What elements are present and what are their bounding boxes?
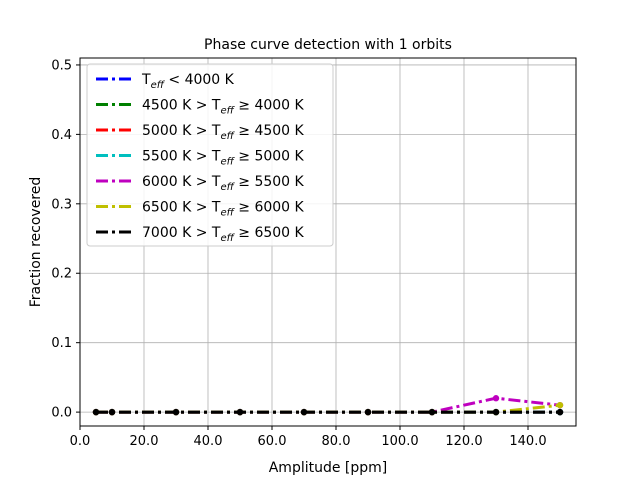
legend-box <box>86 63 334 247</box>
legend-item: 4500 K > Teff ≥ 4000 K <box>96 98 305 117</box>
chart-title: Phase curve detection with 1 orbits <box>204 37 452 53</box>
x-tick-label: 60.0 <box>258 434 287 449</box>
y-tick-label: 0.5 <box>51 58 72 73</box>
legend-item: 7000 K > Teff ≥ 6500 K <box>96 225 305 244</box>
legend-label: 5000 K > Teff ≥ 4500 K <box>142 123 305 142</box>
y-tick-label: 0.3 <box>51 197 72 212</box>
plot-frame <box>79 57 577 427</box>
legend-item: Teff < 4000 K <box>96 72 235 91</box>
x-tick-label: 80.0 <box>322 434 351 449</box>
data-point <box>172 408 180 416</box>
series-6 <box>92 408 564 416</box>
y-axis: 0.0 0.1 0.2 0.3 0.4 0.5 <box>51 58 80 421</box>
legend-item: 5000 K > Teff ≥ 4500 K <box>96 123 305 142</box>
x-tick-label: 40.0 <box>194 434 223 449</box>
x-axis: 0.0 20.0 40.0 60.0 80.0 100.0 120.0 140.0 <box>70 426 547 449</box>
x-tick-label: 140.0 <box>509 434 546 449</box>
data-point <box>364 408 372 416</box>
data-point <box>556 408 564 416</box>
data-point <box>556 401 564 409</box>
x-tick-label: 120.0 <box>445 434 482 449</box>
data-point <box>236 408 244 416</box>
x-tick-label: 20.0 <box>130 434 159 449</box>
x-axis-label: Amplitude [ppm] <box>269 460 388 476</box>
legend-item: 6500 K > Teff ≥ 6000 K <box>96 200 305 219</box>
series-layer <box>92 395 564 416</box>
data-point <box>300 408 308 416</box>
y-axis-label: Fraction recovered <box>28 177 44 308</box>
legend-item: 6000 K > Teff ≥ 5500 K <box>96 174 305 193</box>
legend-item: 5500 K > Teff ≥ 5000 K <box>96 149 305 168</box>
y-tick-label: 0.4 <box>51 128 72 143</box>
legend-label: 6500 K > Teff ≥ 6000 K <box>142 200 305 219</box>
x-tick-label: 100.0 <box>381 434 418 449</box>
data-point <box>492 408 500 416</box>
legend-label: 4500 K > Teff ≥ 4000 K <box>142 98 305 117</box>
legend-label: 5500 K > Teff ≥ 5000 K <box>142 149 305 168</box>
x-tick-label: 0.0 <box>70 434 91 449</box>
data-point <box>428 408 436 416</box>
legend-label: Teff < 4000 K <box>141 72 235 91</box>
data-point <box>108 408 116 416</box>
legend-label: 7000 K > Teff ≥ 6500 K <box>142 225 305 244</box>
data-point <box>492 395 500 402</box>
legend-label: 6000 K > Teff ≥ 5500 K <box>142 174 305 193</box>
series-line <box>96 396 561 414</box>
y-tick-label: 0.2 <box>51 267 72 282</box>
y-tick-label: 0.1 <box>51 336 72 351</box>
y-tick-label: 0.0 <box>51 406 72 421</box>
legend: Teff < 4000 K 4500 K > Teff ≥ 4000 K 5000 … <box>86 63 334 247</box>
data-point <box>92 408 100 416</box>
